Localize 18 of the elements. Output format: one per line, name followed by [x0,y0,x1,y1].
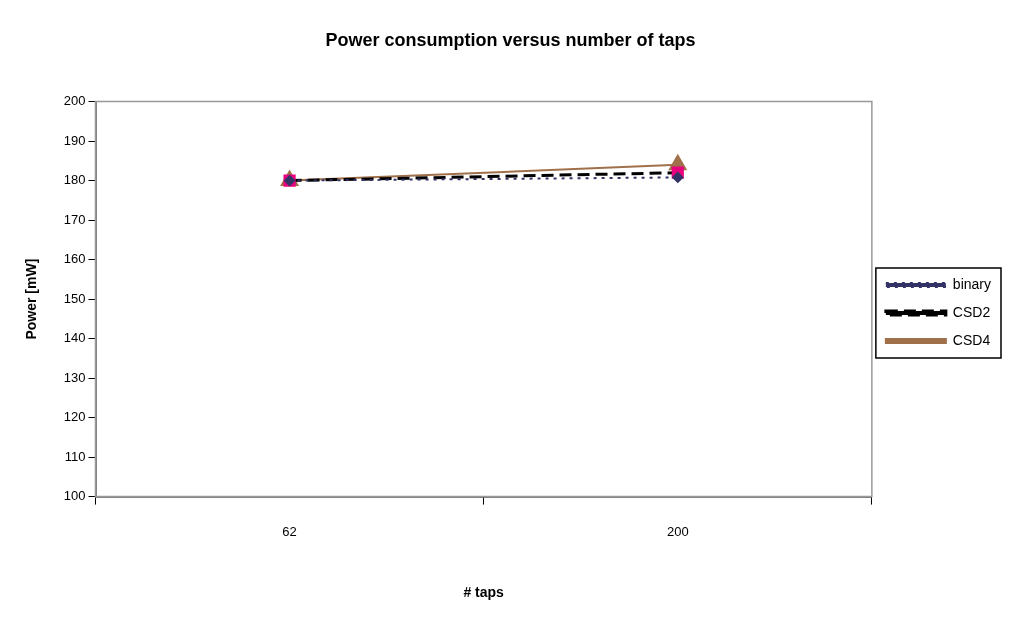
y-tick-label: 140 [63,330,86,346]
y-tick-label: 120 [63,409,86,425]
x-axis-title: # taps [463,584,505,601]
legend-label: CSD4 [952,331,991,348]
legend-label: CSD2 [952,303,991,320]
y-axis-title: Power [mW] [23,258,40,340]
y-tick-label: 110 [64,448,86,464]
y-tick-label: 160 [63,251,86,267]
legend-label: binary [952,275,992,292]
y-tick-label: 100 [63,488,86,504]
y-tick-label: 170 [63,211,86,227]
y-tick-label: 150 [63,290,86,306]
y-tick-label: 180 [63,172,86,188]
chart-title: Power consumption versus number of taps [325,29,696,50]
y-tick-label: 200 [63,93,86,109]
x-tick-label: 62 [282,523,297,539]
y-tick-label: 190 [63,132,86,148]
y-tick-label: 130 [63,369,86,385]
